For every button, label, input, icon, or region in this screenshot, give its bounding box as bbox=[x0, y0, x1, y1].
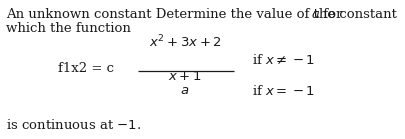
Text: $a$: $a$ bbox=[180, 85, 189, 97]
Text: if $x \neq -1$: if $x \neq -1$ bbox=[252, 53, 314, 67]
Text: if $x = -1$: if $x = -1$ bbox=[252, 84, 314, 98]
Text: for: for bbox=[318, 8, 341, 21]
Text: is continuous at $-1$.: is continuous at $-1$. bbox=[6, 118, 141, 132]
Text: An unknown constant Determine the value of the constant: An unknown constant Determine the value … bbox=[6, 8, 400, 21]
Text: f1x2 = c: f1x2 = c bbox=[58, 61, 114, 75]
Text: which the function: which the function bbox=[6, 22, 130, 35]
Text: $x^2 + 3x + 2$: $x^2 + 3x + 2$ bbox=[148, 33, 221, 50]
Text: a: a bbox=[311, 8, 319, 21]
Text: $x + 1$: $x + 1$ bbox=[168, 70, 201, 83]
